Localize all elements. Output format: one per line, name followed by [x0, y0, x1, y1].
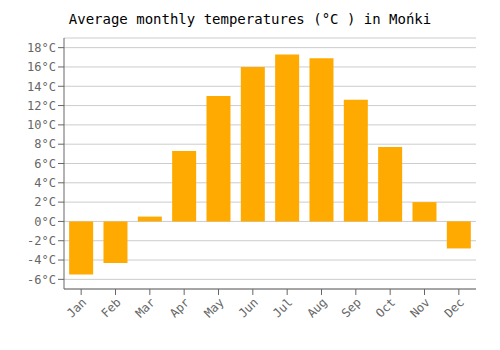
- svg-text:6°C: 6°C: [34, 157, 56, 171]
- svg-text:Aug: Aug: [304, 295, 329, 320]
- svg-text:-2°C: -2°C: [27, 234, 56, 248]
- svg-text:Apr: Apr: [167, 295, 192, 320]
- svg-text:Sep: Sep: [339, 295, 364, 320]
- svg-text:4°C: 4°C: [34, 176, 56, 190]
- svg-text:18°C: 18°C: [27, 41, 56, 55]
- svg-text:Dec: Dec: [442, 295, 467, 320]
- svg-text:Jan: Jan: [64, 295, 89, 320]
- svg-text:14°C: 14°C: [27, 80, 56, 94]
- svg-text:8°C: 8°C: [34, 137, 56, 151]
- svg-text:Nov: Nov: [407, 295, 432, 320]
- svg-text:0°C: 0°C: [34, 215, 56, 229]
- svg-text:12°C: 12°C: [27, 99, 56, 113]
- svg-text:May: May: [201, 295, 226, 320]
- svg-text:Feb: Feb: [98, 295, 123, 320]
- svg-text:-6°C: -6°C: [27, 273, 56, 287]
- svg-text:Jun: Jun: [236, 295, 261, 320]
- svg-text:2°C: 2°C: [34, 195, 56, 209]
- svg-text:10°C: 10°C: [27, 118, 56, 132]
- svg-text:Oct: Oct: [373, 295, 398, 320]
- html-text:Average monthly temperatures (: Average monthly temperatures (°C ) in Mo…: [68, 11, 432, 27]
- svg-text:Jul: Jul: [270, 295, 295, 320]
- svg-text:-4°C: -4°C: [27, 253, 56, 267]
- svg-text:16°C: 16°C: [27, 60, 56, 74]
- svg-text:Mar: Mar: [133, 295, 158, 320]
